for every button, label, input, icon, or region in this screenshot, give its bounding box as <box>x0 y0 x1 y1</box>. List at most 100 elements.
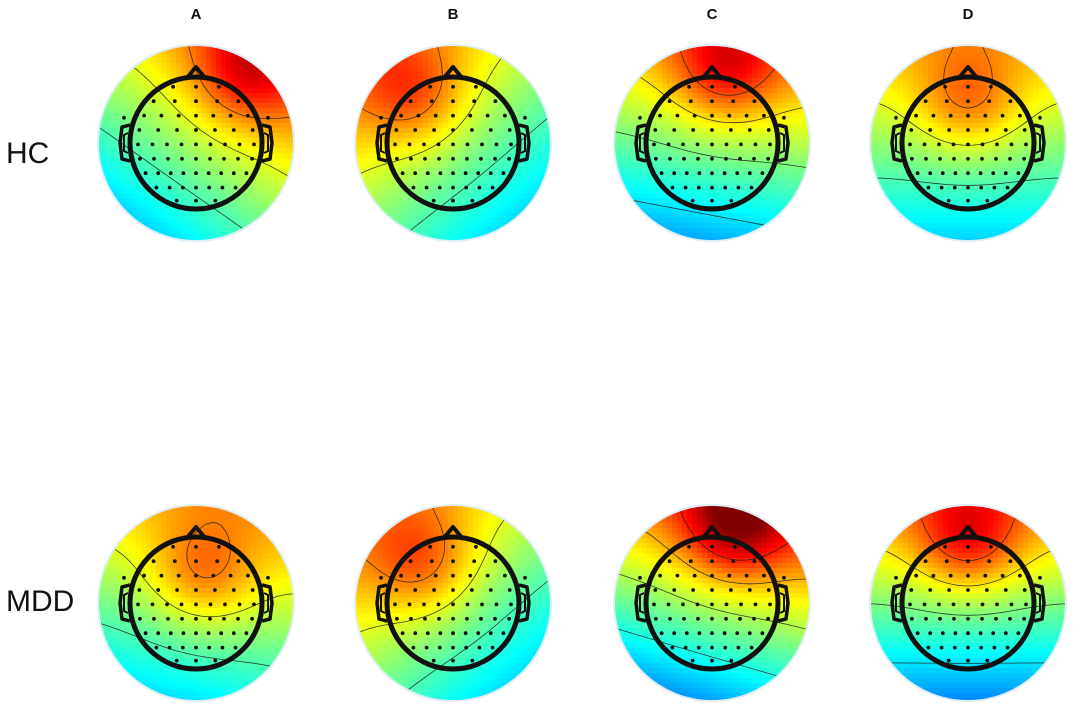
electrode-dot <box>231 631 236 636</box>
electrode-dot <box>168 631 173 636</box>
electrode-dot <box>652 602 656 607</box>
electrode-dot <box>710 198 714 203</box>
electrode-dot <box>710 99 714 104</box>
electrode-dot <box>143 171 148 176</box>
contour-line <box>519 215 550 240</box>
electrode-dot <box>659 171 664 176</box>
electrode-dot <box>724 616 728 621</box>
electrode-dot <box>710 171 714 176</box>
electrode-dot <box>424 185 429 190</box>
electrode-dot <box>154 645 159 650</box>
electrode-dot <box>727 573 732 578</box>
electrode-dot <box>438 171 443 176</box>
electrode-dot <box>724 142 729 147</box>
electrode-dot <box>207 185 212 190</box>
electrode-dot <box>394 588 399 592</box>
electrode-dot <box>476 171 481 176</box>
electrode-dot <box>691 588 695 592</box>
electrode-dot <box>432 588 436 592</box>
electrode-dot <box>710 113 714 118</box>
electrode-dot <box>451 198 455 203</box>
electrode-dot <box>431 198 436 203</box>
electrode-dot <box>654 616 658 621</box>
electrode-dot <box>710 185 714 190</box>
electrode-dot <box>729 198 734 203</box>
electrode-dot <box>985 658 990 663</box>
electrode-dot <box>507 128 512 132</box>
electrode-dot <box>159 573 164 578</box>
electrode-dot <box>735 171 740 176</box>
electrode-dot <box>138 156 142 161</box>
electrode-dot <box>206 171 211 176</box>
electrode-dot <box>174 658 179 663</box>
topomap-mdd-c <box>612 503 812 703</box>
row-label-hc: HC <box>6 137 50 170</box>
electrode-dot <box>710 544 714 549</box>
electrode-dot <box>766 616 770 621</box>
electrode-dot <box>724 156 728 161</box>
electrode-dot <box>928 588 933 592</box>
electrode-dot <box>151 559 156 564</box>
electrode-dot <box>688 99 693 104</box>
electrode-dot <box>176 113 181 118</box>
electrode-dot <box>966 645 970 650</box>
electrode-dot <box>413 631 418 636</box>
electrode-dot <box>477 185 482 190</box>
electrode-dot <box>137 588 142 592</box>
electrode-dot <box>465 602 470 607</box>
electrode-dot <box>181 631 186 636</box>
electrode-dot <box>156 588 161 592</box>
electrode-dot <box>438 631 443 636</box>
electrode-dot <box>479 156 483 161</box>
electrode-dot <box>142 113 146 118</box>
electrode-dot <box>926 645 931 650</box>
electrode-dot <box>217 84 221 89</box>
electrode-dot <box>768 602 772 607</box>
electrode-dot <box>909 588 914 592</box>
topomap-hc-b <box>353 43 553 243</box>
electrode-dot <box>724 602 729 607</box>
electrode-dot <box>940 171 945 176</box>
electrode-dot <box>437 616 441 621</box>
electrode-dot <box>207 645 212 650</box>
electrode-dot <box>952 645 957 650</box>
electrode-dot <box>429 99 434 104</box>
electrode-dot <box>710 616 714 621</box>
electrode-dot <box>194 171 198 176</box>
electrode-dot <box>1038 575 1042 580</box>
electrode-dot <box>424 645 429 650</box>
topomap-mdd-d <box>868 503 1068 703</box>
electrode-dot <box>922 602 927 607</box>
electrode-dot <box>180 645 185 650</box>
electrode-dot <box>692 113 697 118</box>
electrode-dot <box>465 142 470 147</box>
electrode-dot <box>236 559 241 564</box>
electrode-dot <box>250 616 254 621</box>
electrode-dot <box>909 128 914 132</box>
electrode-dot <box>217 544 221 549</box>
electrode-dot <box>219 171 224 176</box>
electrode-dot <box>682 616 686 621</box>
electrode-dot <box>152 616 156 621</box>
electrode-dot <box>1018 113 1022 118</box>
electrode-dot <box>1003 631 1008 636</box>
electrode-dot <box>476 631 481 636</box>
electrode-dot <box>428 84 432 89</box>
electrode-dot <box>1022 616 1026 621</box>
electrode-dot <box>175 588 179 592</box>
electrode-dot <box>1003 171 1008 176</box>
electrode-dot <box>176 573 181 578</box>
electrode-dot <box>194 631 198 636</box>
electrode-dot <box>753 602 758 607</box>
electrode-dot <box>966 631 970 636</box>
electrode-dot <box>1024 142 1028 147</box>
electrode-dot <box>953 631 958 636</box>
electrode-dot <box>991 631 996 636</box>
electrode-dot <box>733 544 737 549</box>
electrode-dot <box>729 128 733 132</box>
topomap-hc-d <box>868 43 1068 243</box>
electrode-dot <box>222 156 226 161</box>
electrode-dot <box>1009 142 1014 147</box>
electrode-dot <box>995 142 999 147</box>
electrode-dot <box>431 658 436 663</box>
